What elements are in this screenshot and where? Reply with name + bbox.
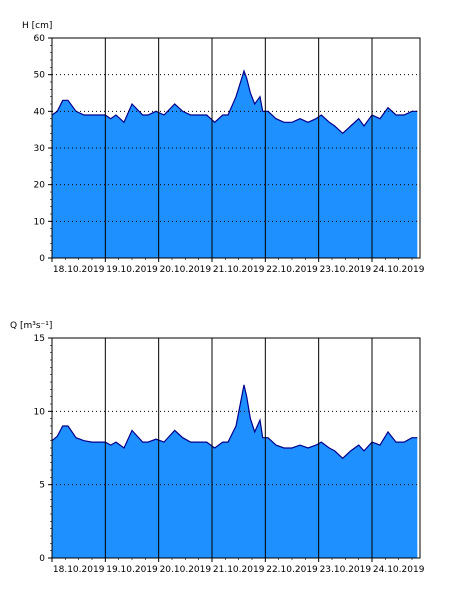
y-tick-label: 0: [39, 554, 45, 564]
y-axis-title: H [cm]: [22, 21, 52, 31]
x-tick-label: 23.10.2019: [320, 565, 372, 575]
x-tick-label: 22.10.2019: [266, 565, 318, 575]
y-tick-label: 10: [34, 217, 46, 227]
y-tick-label: 30: [34, 144, 46, 154]
x-tick-label: 20.10.2019: [160, 265, 212, 275]
x-tick-label: 23.10.2019: [320, 265, 372, 275]
y-tick-label: 20: [34, 181, 46, 191]
series-area: [52, 71, 418, 258]
y-tick-label: 50: [34, 71, 46, 81]
x-tick-label: 19.10.2019: [106, 265, 158, 275]
y-axis-title: Q [m³s⁻¹]: [10, 321, 52, 331]
x-tick-label: 18.10.2019: [53, 565, 105, 575]
series-line: [51, 384, 418, 460]
y-tick-label: 0: [39, 254, 45, 264]
x-tick-label: 20.10.2019: [160, 565, 212, 575]
x-tick-label: 21.10.2019: [213, 565, 265, 575]
series-area: [52, 384, 418, 558]
x-tick-label: 19.10.2019: [106, 565, 158, 575]
x-tick-label: 24.10.2019: [373, 565, 425, 575]
x-tick-label: 24.10.2019: [373, 265, 425, 275]
y-tick-label: 10: [34, 407, 46, 417]
x-tick-label: 18.10.2019: [53, 265, 105, 275]
y-tick-label: 5: [39, 481, 45, 491]
series-line: [51, 69, 418, 135]
y-tick-label: 40: [34, 107, 46, 117]
y-tick-label: 15: [34, 334, 45, 344]
y-tick-label: 60: [34, 34, 46, 44]
discharge-chart: Q [m³s⁻¹] 0 5 10 15 18.10.2019 19.10.2019 20.1…: [10, 321, 425, 575]
x-tick-label: 21.10.2019: [213, 265, 265, 275]
x-tick-label: 22.10.2019: [266, 265, 318, 275]
water-level-chart: H [cm] 0 10 20 30 40 50 60 18.10.2019 19.10.2019…: [22, 21, 425, 275]
